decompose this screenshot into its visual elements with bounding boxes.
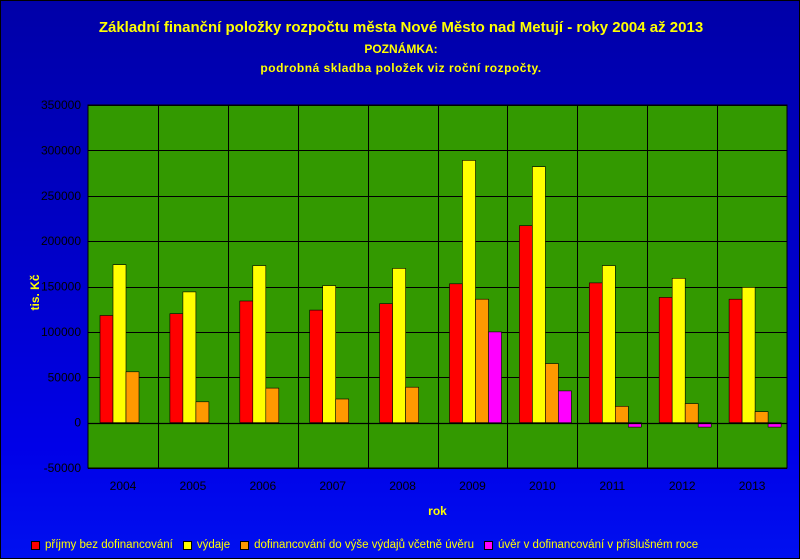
legend-label: dofinancování do výše výdajů včetně úvěr… [254,539,475,551]
bar-2-2005 [182,291,197,423]
legend-swatch [484,540,494,550]
y-tick-label: -50000 [44,461,82,475]
legend-item-1: příjmy bez dofinancování [31,539,173,551]
bar-3-2007 [335,398,350,423]
bar-1-2009 [449,283,463,423]
bar-3-2010 [545,363,559,423]
y-tick-label: 350000 [41,98,81,112]
legend-swatch [31,540,40,550]
legend-label: úvěr v dofinancování v příslušném roce [498,539,699,551]
bar-2-2008 [392,268,406,423]
bar-4-2009 [488,331,502,423]
bar-3-2012 [684,403,699,424]
bar-3-2008 [405,386,419,423]
bar-2-2007 [322,285,337,423]
chart-subtitle-detail: podrobná skladba položek viz roční rozpo… [260,61,542,75]
y-tick-label: 200000 [41,234,81,248]
chart-subtitle-note: POZNÁMKA: [364,42,438,56]
y-tick-label: 50000 [48,370,82,384]
bar-1-2013 [728,298,743,423]
bar-4-2011 [627,422,642,428]
bar-4-2013 [767,422,782,428]
legend: příjmy bez dofinancování výdaje dofinancov… [31,537,708,553]
legend-label: výdaje [196,539,231,551]
x-tick-label: 2013 [739,479,766,493]
legend-swatch [240,540,250,550]
y-tick-label: 150000 [41,280,81,294]
bar-1-2005 [169,313,184,423]
legend-label: příjmy bez dofinancování [45,539,173,551]
bar-1-2011 [588,282,603,423]
x-tick-label: 2006 [249,479,276,493]
bar-2-2012 [671,277,686,423]
chart-title: Základní finanční položky rozpočtu města… [98,19,704,36]
legend-swatch [182,540,192,550]
legend-item-3: dofinancování do výše výdajů včetně úvěr… [240,539,474,551]
bar-2-2006 [252,265,267,423]
bar-1-2010 [519,225,533,423]
bar-3-2011 [614,405,629,423]
y-tick-label: 100000 [41,325,81,339]
x-tick-label: 2005 [180,479,207,493]
legend-item-2: výdaje [182,539,231,551]
bar-2-2009 [462,160,476,423]
bar-3-2004 [125,371,140,423]
legend-item-4: úvěr v dofinancování v příslušném roce [484,539,698,551]
bar-2-2011 [601,265,616,423]
y-tick-label: 0 [74,416,81,430]
bar-2-2013 [741,287,756,423]
bar-2-2004 [112,264,127,423]
x-tick-label: 2004 [110,479,137,493]
bar-1-2006 [239,300,254,423]
bar-1-2008 [379,303,393,423]
y-tick-label: 300000 [41,143,81,157]
x-axis-title: rok [428,504,447,518]
x-tick-labels: 2004 2005 2006 2007 2008 2009 2010 2011 2012 2013 [110,479,766,493]
x-tick-label: 2010 [529,479,556,493]
bar-1-2012 [658,297,673,423]
bar-4-2010 [558,390,572,423]
bar-4-2012 [697,422,712,428]
bars [99,160,782,428]
bar-3-2006 [265,387,280,423]
x-tick-label: 2007 [319,479,346,493]
x-tick-label: 2011 [599,479,625,493]
bar-1-2007 [309,309,324,423]
y-tick-label: 250000 [41,189,81,203]
x-tick-label: 2009 [459,479,486,493]
x-tick-label: 2012 [669,479,696,493]
y-axis-title: tis. Kč [28,274,42,310]
bar-3-2013 [754,411,769,423]
bar-2-2010 [532,166,546,423]
bar-3-2009 [475,298,489,423]
bar-3-2005 [195,401,210,423]
x-tick-label: 2008 [389,479,416,493]
bar-1-2004 [99,315,114,423]
y-tick-labels: -50000 0 50000 100000 150000 200000 250000 3000… [41,98,81,475]
